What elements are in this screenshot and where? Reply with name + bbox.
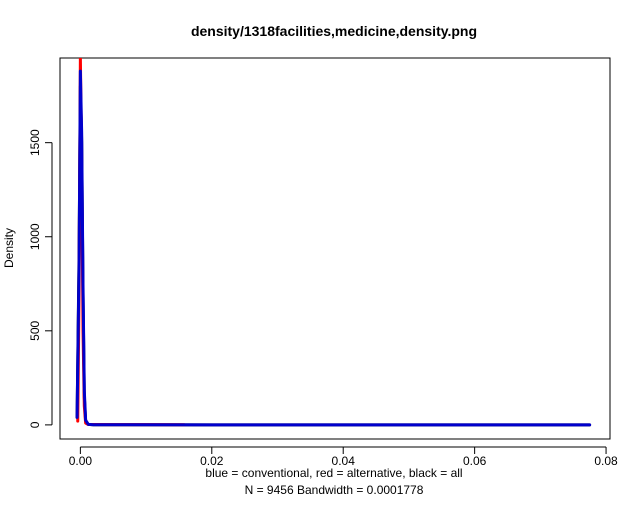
x-tick-label: 0.00: [69, 454, 93, 468]
series-group: [75, 58, 592, 427]
y-tick-label: 1000: [28, 223, 42, 250]
series-line-alternative: [76, 58, 186, 427]
y-axis: 0 500 1000 1500: [28, 129, 53, 428]
y-tick-label: 0: [28, 421, 42, 428]
x-axis: 0.00 0.02 0.04 0.06 0.08: [69, 446, 618, 468]
plot-frame: [59, 57, 611, 440]
x-tick-label: 0.04: [332, 454, 356, 468]
x-tick-label: 0.08: [594, 454, 618, 468]
series-line-all: [75, 84, 592, 427]
chart-title: density/1318facilities,medicine,density.…: [191, 23, 477, 39]
series-line-conventional: [75, 69, 592, 427]
x-tick-label: 0.02: [200, 454, 224, 468]
x-axis-label-line-2: N = 9456 Bandwidth = 0.0001778: [245, 483, 424, 497]
x-axis-label-line-1: blue = conventional, red = alternative, …: [205, 466, 462, 480]
y-tick-label: 500: [28, 320, 42, 340]
x-tick-label: 0.06: [463, 454, 487, 468]
y-axis-label: Density: [2, 228, 16, 268]
series-layer: [75, 58, 592, 427]
y-tick-label: 1500: [28, 129, 42, 156]
